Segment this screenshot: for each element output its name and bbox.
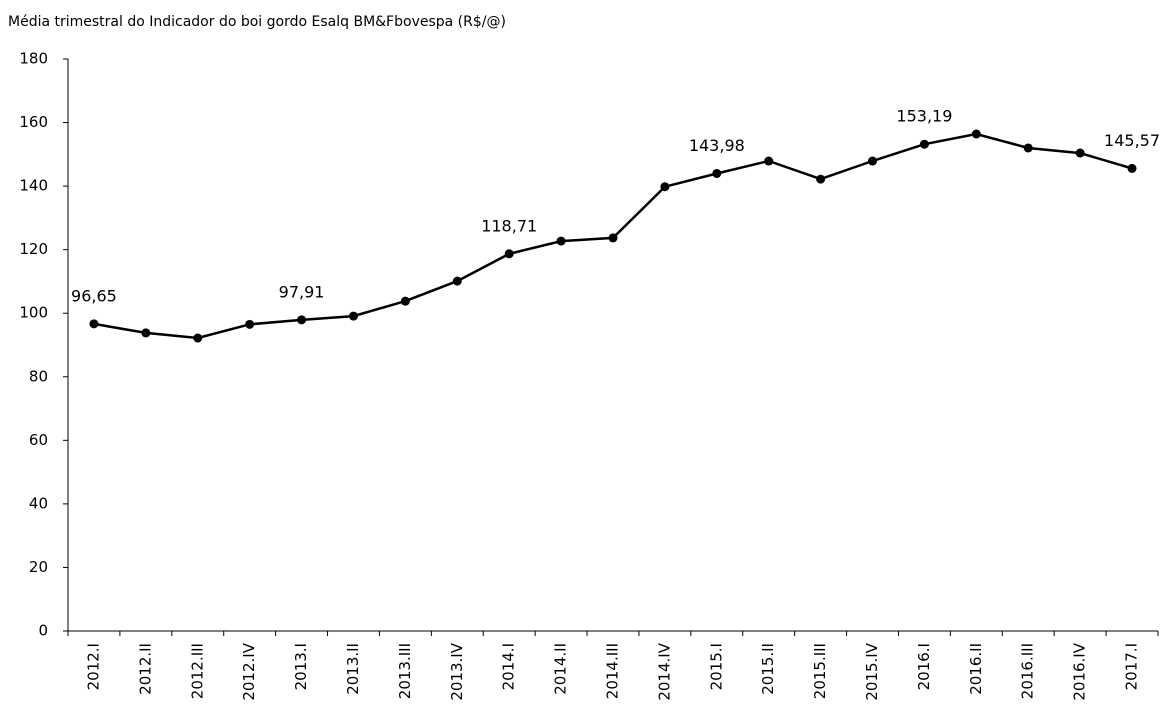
chart-title: Média trimestral do Indicador do boi gor… (8, 14, 506, 30)
x-tick-label: 2016.II (967, 643, 985, 695)
x-tick-label: 2012.III (188, 643, 206, 699)
y-tick-label: 80 (29, 367, 48, 385)
point (141, 328, 151, 338)
x-tick-label: 2013.IV (448, 642, 466, 700)
point (1127, 163, 1137, 173)
x-tick-label: 2014.I (500, 643, 518, 690)
point (1023, 143, 1033, 153)
value-label: 153,19 (896, 107, 952, 126)
x-tick-label: 2014.II (552, 643, 570, 695)
y-tick-label: 60 (29, 431, 48, 449)
y-tick-label: 20 (29, 558, 48, 576)
point (452, 276, 462, 286)
x-tick-label: 2013.I (292, 643, 310, 690)
point (868, 156, 878, 166)
point (971, 129, 981, 139)
x-tick-label: 2015.III (811, 643, 829, 699)
y-tick-label: 100 (19, 304, 48, 322)
y-tick-label: 120 (19, 240, 48, 258)
point (556, 236, 566, 246)
x-tick-label: 2014.IV (655, 642, 673, 700)
x-tick-label: 2016.IV (1071, 642, 1089, 700)
y-tick-label: 160 (19, 113, 48, 131)
point (348, 311, 358, 321)
point (919, 139, 929, 149)
x-tick-label: 2016.I (915, 643, 933, 690)
value-label: 96,65 (71, 286, 117, 305)
x-tick-label: 2015.IV (863, 642, 881, 700)
point (297, 315, 307, 325)
x-tick-label: 2013.II (344, 643, 362, 695)
x-tick-label: 2013.III (396, 643, 414, 699)
point (193, 333, 203, 343)
point (1075, 148, 1085, 158)
value-label: 145,57 (1104, 131, 1160, 150)
x-tick-label: 2015.I (707, 643, 725, 690)
x-tick-label: 2015.II (759, 643, 777, 695)
y-tick-label: 180 (19, 50, 48, 68)
y-tick-label: 140 (19, 177, 48, 195)
point (89, 319, 99, 329)
y-tick-label: 40 (29, 494, 48, 512)
value-label: 118,71 (481, 216, 537, 235)
point (816, 174, 826, 184)
value-label: 97,91 (279, 282, 325, 301)
point (504, 249, 514, 259)
point (764, 156, 774, 166)
y-tick-label: 0 (38, 622, 48, 640)
point (712, 168, 722, 178)
point (660, 182, 670, 192)
point (608, 233, 618, 243)
value-label: 143,98 (689, 136, 745, 155)
point (245, 319, 255, 329)
x-tick-label: 2012.I (84, 643, 102, 690)
x-tick-label: 2012.IV (240, 642, 258, 700)
x-tick-label: 2016.III (1019, 643, 1037, 699)
point (400, 296, 410, 306)
x-tick-label: 2012.II (136, 643, 154, 695)
x-tick-label: 2014.III (604, 643, 622, 699)
x-tick-label: 2017.I (1123, 643, 1141, 690)
